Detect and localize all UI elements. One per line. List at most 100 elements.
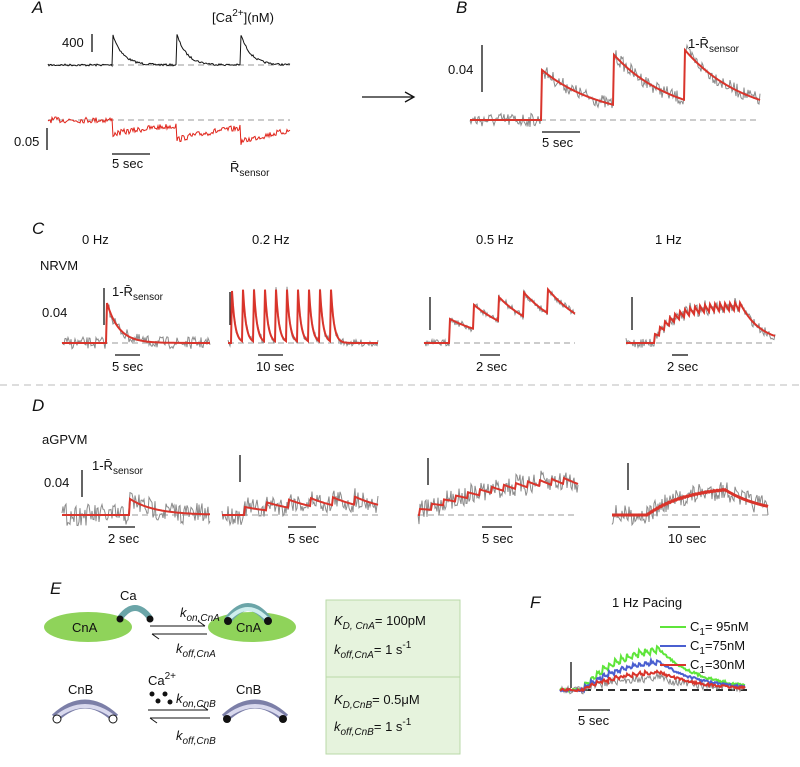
protein-label: CnB — [68, 682, 93, 697]
text-part: = 1 s — [374, 719, 403, 734]
sensor-label: R̄sensor — [230, 160, 270, 179]
text-part: off,CnB — [183, 736, 217, 747]
sensor-label: 1-R̄sensor — [688, 36, 740, 55]
text-part: -1 — [402, 717, 411, 728]
trace — [469, 43, 761, 128]
trace — [61, 303, 211, 350]
text-part: Ca — [148, 673, 165, 688]
text-part: k — [180, 605, 188, 620]
model-fit — [62, 302, 210, 344]
text-part: sensor — [709, 44, 740, 55]
text-part: = 95nM — [705, 619, 749, 634]
text-part: sensor — [133, 292, 164, 303]
rate-constant: koff,CnB= 1 s-1 — [334, 717, 412, 738]
sensor-label: 1-R̄sensor — [112, 284, 164, 303]
model-fit — [612, 487, 769, 517]
scale-label: 0.04 — [448, 62, 473, 77]
text-part: K — [334, 692, 344, 707]
ion-label: Ca — [120, 588, 137, 603]
time-label: 5 sec — [288, 531, 320, 546]
trace — [417, 470, 579, 525]
rate-constant: KD, CnA= 100pM — [334, 613, 426, 632]
text-part: 1-R̄ — [688, 36, 709, 51]
frequency-label: 0.2 Hz — [252, 232, 290, 247]
text-part: on,CnA — [187, 613, 221, 624]
text-part: = 1 s — [374, 642, 403, 657]
model-fit — [626, 299, 776, 344]
legend-label: C1=75nM — [690, 638, 745, 657]
time-label: 10 sec — [256, 359, 295, 374]
text-part: =30nM — [705, 657, 745, 672]
time-label: 2 sec — [476, 359, 508, 374]
trace — [611, 482, 769, 527]
rate-label: kon,CnB — [176, 691, 216, 710]
model-fit — [418, 476, 579, 516]
rate-label: kon,CnA — [180, 605, 220, 624]
text-part: = 100pM — [375, 613, 426, 628]
rate-label: koff,CnA — [176, 641, 216, 660]
text-part: D, CnA — [343, 621, 376, 632]
text-part: =75nM — [705, 638, 745, 653]
text-part: D,CnB — [343, 700, 373, 711]
model-curve — [559, 668, 746, 693]
panel-label: E — [50, 579, 62, 598]
model-fit — [62, 497, 210, 516]
trace — [47, 34, 291, 68]
text-part: C — [690, 657, 699, 672]
time-label: 5 sec — [542, 135, 574, 150]
text-part: k — [176, 691, 184, 706]
scale-label: 0.04 — [42, 305, 67, 320]
text-part: 2+ — [165, 671, 177, 682]
trace — [61, 491, 211, 527]
model-fit — [222, 495, 379, 516]
trace — [47, 115, 291, 145]
scale-label: 400 — [62, 35, 84, 50]
panel-title: 1 Hz Pacing — [612, 595, 682, 610]
text-part: 1-R̄ — [92, 458, 113, 473]
text-part: sensor — [113, 466, 144, 477]
panel-label: B — [456, 0, 467, 17]
rate-constant: KD,CnB= 0.5μM — [334, 692, 420, 711]
text-part: off,CnA — [341, 650, 375, 661]
protein-label: CnB — [236, 682, 261, 697]
model-curve — [559, 656, 746, 694]
text-part: 1 — [699, 646, 705, 657]
text-part: 1-R̄ — [112, 284, 133, 299]
text-part: k — [334, 642, 342, 657]
text-part: on,CnB — [183, 699, 217, 710]
cnb-scheme — [51, 691, 289, 724]
text-part: R̄ — [230, 160, 239, 175]
trace — [625, 297, 776, 349]
model-fit — [228, 289, 378, 344]
text-part: sensor — [239, 168, 270, 179]
time-label: 5 sec — [578, 713, 610, 728]
frequency-label: 1 Hz — [655, 232, 682, 247]
frequency-label: 0 Hz — [82, 232, 109, 247]
text-part: ](nM) — [244, 10, 274, 25]
legend-label: C1= 95nM — [690, 619, 749, 638]
rate-label: koff,CnB — [176, 728, 216, 747]
ion-label: Ca2+ — [148, 671, 176, 688]
trace — [559, 671, 746, 695]
legend-label: C1=30nM — [690, 657, 745, 676]
protein-label: CnA — [72, 620, 98, 635]
scale-label: 0.04 — [44, 475, 69, 490]
scale-bars — [46, 34, 700, 711]
text-part: 2+ — [232, 8, 244, 19]
text-part: 1 — [699, 627, 705, 638]
text-part: off,CnB — [341, 727, 375, 738]
time-label: 5 sec — [112, 359, 144, 374]
panel-label: C — [32, 219, 45, 238]
text-part: 1 — [699, 665, 705, 676]
protein-label: CnA — [236, 620, 262, 635]
text-part: = 0.5μM — [372, 692, 420, 707]
panel-label: D — [32, 396, 44, 415]
cna-scheme — [44, 603, 296, 642]
time-label: 5 sec — [112, 156, 144, 171]
model-fit — [424, 286, 576, 344]
frequency-label: 0.5 Hz — [476, 232, 514, 247]
model-fit — [470, 47, 761, 121]
text-part: C — [690, 638, 699, 653]
time-label: 5 sec — [482, 531, 514, 546]
